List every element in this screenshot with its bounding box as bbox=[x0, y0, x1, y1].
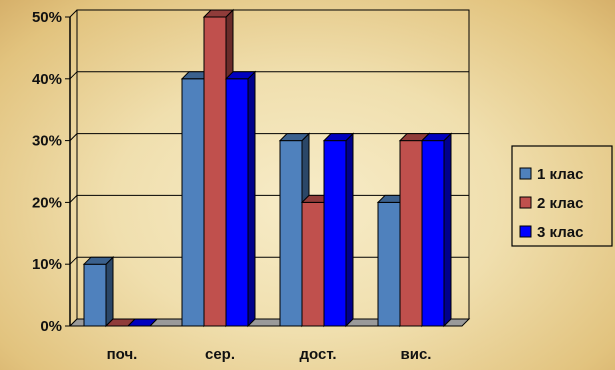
y-tick-label: 20% bbox=[32, 194, 62, 211]
bar bbox=[420, 132, 453, 328]
legend-label: 3 клас bbox=[537, 224, 583, 241]
bars-layer bbox=[82, 8, 453, 328]
y-tick-label: 0% bbox=[40, 318, 62, 335]
bar-side bbox=[443, 132, 452, 328]
bar bbox=[126, 318, 159, 327]
bar bbox=[82, 255, 115, 328]
bar-front bbox=[225, 78, 249, 327]
y-tick-labels: 0% 10% 20% 30% 40% 50% bbox=[32, 9, 62, 335]
bar-front bbox=[377, 201, 401, 327]
bar bbox=[224, 70, 257, 328]
bar-side bbox=[345, 132, 354, 328]
bar-front bbox=[203, 16, 227, 327]
bar-side bbox=[247, 70, 256, 328]
bar-top bbox=[278, 133, 311, 142]
bar-top bbox=[420, 133, 453, 142]
bar-front bbox=[301, 201, 325, 327]
x-tick-label: дост. bbox=[299, 346, 336, 363]
legend-box bbox=[511, 145, 613, 247]
legend-label: 1 клас bbox=[537, 166, 583, 183]
y-tick-label: 40% bbox=[32, 71, 62, 88]
bar-front bbox=[399, 140, 423, 327]
legend-swatch bbox=[519, 196, 532, 209]
bar-front bbox=[421, 140, 445, 327]
bar-front bbox=[279, 140, 303, 327]
bar-top bbox=[202, 9, 235, 18]
bar-front bbox=[181, 78, 205, 327]
gridline-depth bbox=[69, 256, 78, 265]
bar-top bbox=[224, 71, 257, 80]
y-tick-label: 30% bbox=[32, 133, 62, 150]
y-tick-label: 50% bbox=[32, 9, 62, 26]
bar-top bbox=[82, 256, 115, 265]
y-tick-label: 10% bbox=[32, 256, 62, 273]
bar bbox=[322, 132, 355, 328]
bar-top bbox=[322, 133, 355, 142]
bar-side bbox=[105, 255, 114, 328]
legend-swatch bbox=[519, 225, 532, 238]
gridline-depth bbox=[69, 133, 78, 141]
bar-front bbox=[83, 263, 107, 327]
bar-top bbox=[126, 318, 159, 327]
x-tick-labels: поч. сер. дост. вис. bbox=[107, 346, 432, 363]
legend-swatch bbox=[519, 167, 532, 180]
gridline-depth bbox=[69, 71, 78, 80]
bar-front bbox=[323, 140, 347, 327]
legend: 1 клас 2 клас 3 клас bbox=[511, 145, 613, 247]
gridline-depth bbox=[69, 9, 78, 18]
x-tick-label: поч. bbox=[107, 346, 138, 363]
legend-label: 2 клас bbox=[537, 195, 583, 212]
gridline-depth bbox=[69, 195, 78, 203]
x-tick-label: сер. bbox=[205, 346, 235, 363]
x-tick-label: вис. bbox=[401, 346, 432, 363]
